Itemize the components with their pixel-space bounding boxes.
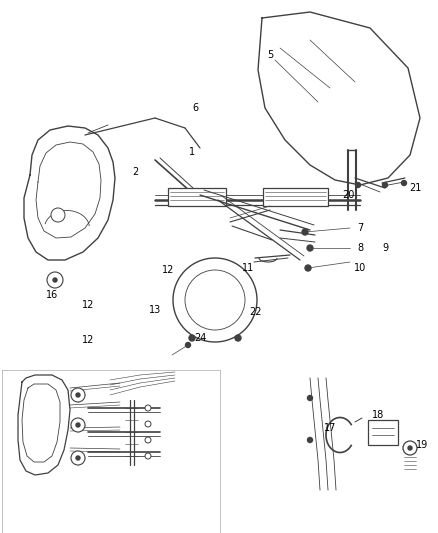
Text: 19: 19 xyxy=(416,440,428,450)
Circle shape xyxy=(402,181,406,185)
Text: 17: 17 xyxy=(324,423,336,433)
Circle shape xyxy=(76,456,80,460)
Text: 24: 24 xyxy=(194,333,206,343)
Circle shape xyxy=(408,446,412,450)
Circle shape xyxy=(145,421,151,427)
Text: 16: 16 xyxy=(46,290,58,300)
Circle shape xyxy=(186,343,191,348)
Circle shape xyxy=(185,270,245,330)
Text: 12: 12 xyxy=(162,265,174,275)
Text: 12: 12 xyxy=(82,300,94,310)
Text: 10: 10 xyxy=(354,263,366,273)
Circle shape xyxy=(189,335,195,341)
Circle shape xyxy=(145,405,151,411)
Text: 21: 21 xyxy=(409,183,421,193)
Circle shape xyxy=(71,418,85,432)
Circle shape xyxy=(302,229,308,235)
Bar xyxy=(263,188,328,206)
Circle shape xyxy=(307,395,312,400)
Circle shape xyxy=(145,453,151,459)
Circle shape xyxy=(173,258,257,342)
Text: 8: 8 xyxy=(357,243,363,253)
Text: 13: 13 xyxy=(149,305,161,315)
Text: 7: 7 xyxy=(357,223,363,233)
Circle shape xyxy=(47,272,63,288)
Circle shape xyxy=(382,182,388,188)
Circle shape xyxy=(51,208,65,222)
Circle shape xyxy=(235,335,241,341)
Circle shape xyxy=(71,388,85,402)
Text: 9: 9 xyxy=(382,243,388,253)
Text: 11: 11 xyxy=(242,263,254,273)
Text: 2: 2 xyxy=(132,167,138,177)
Circle shape xyxy=(53,278,57,282)
Bar xyxy=(368,420,398,445)
Circle shape xyxy=(307,438,312,442)
Text: 18: 18 xyxy=(372,410,384,420)
Circle shape xyxy=(76,423,80,427)
Text: 1: 1 xyxy=(189,147,195,157)
Circle shape xyxy=(76,393,80,397)
Circle shape xyxy=(71,451,85,465)
Text: 20: 20 xyxy=(342,190,354,200)
Text: 5: 5 xyxy=(267,50,273,60)
Bar xyxy=(168,188,226,206)
Circle shape xyxy=(356,182,360,188)
Text: 22: 22 xyxy=(249,307,261,317)
Circle shape xyxy=(403,441,417,455)
Circle shape xyxy=(305,265,311,271)
Circle shape xyxy=(145,437,151,443)
Text: 12: 12 xyxy=(82,335,94,345)
Text: 6: 6 xyxy=(192,103,198,113)
Circle shape xyxy=(307,245,313,251)
